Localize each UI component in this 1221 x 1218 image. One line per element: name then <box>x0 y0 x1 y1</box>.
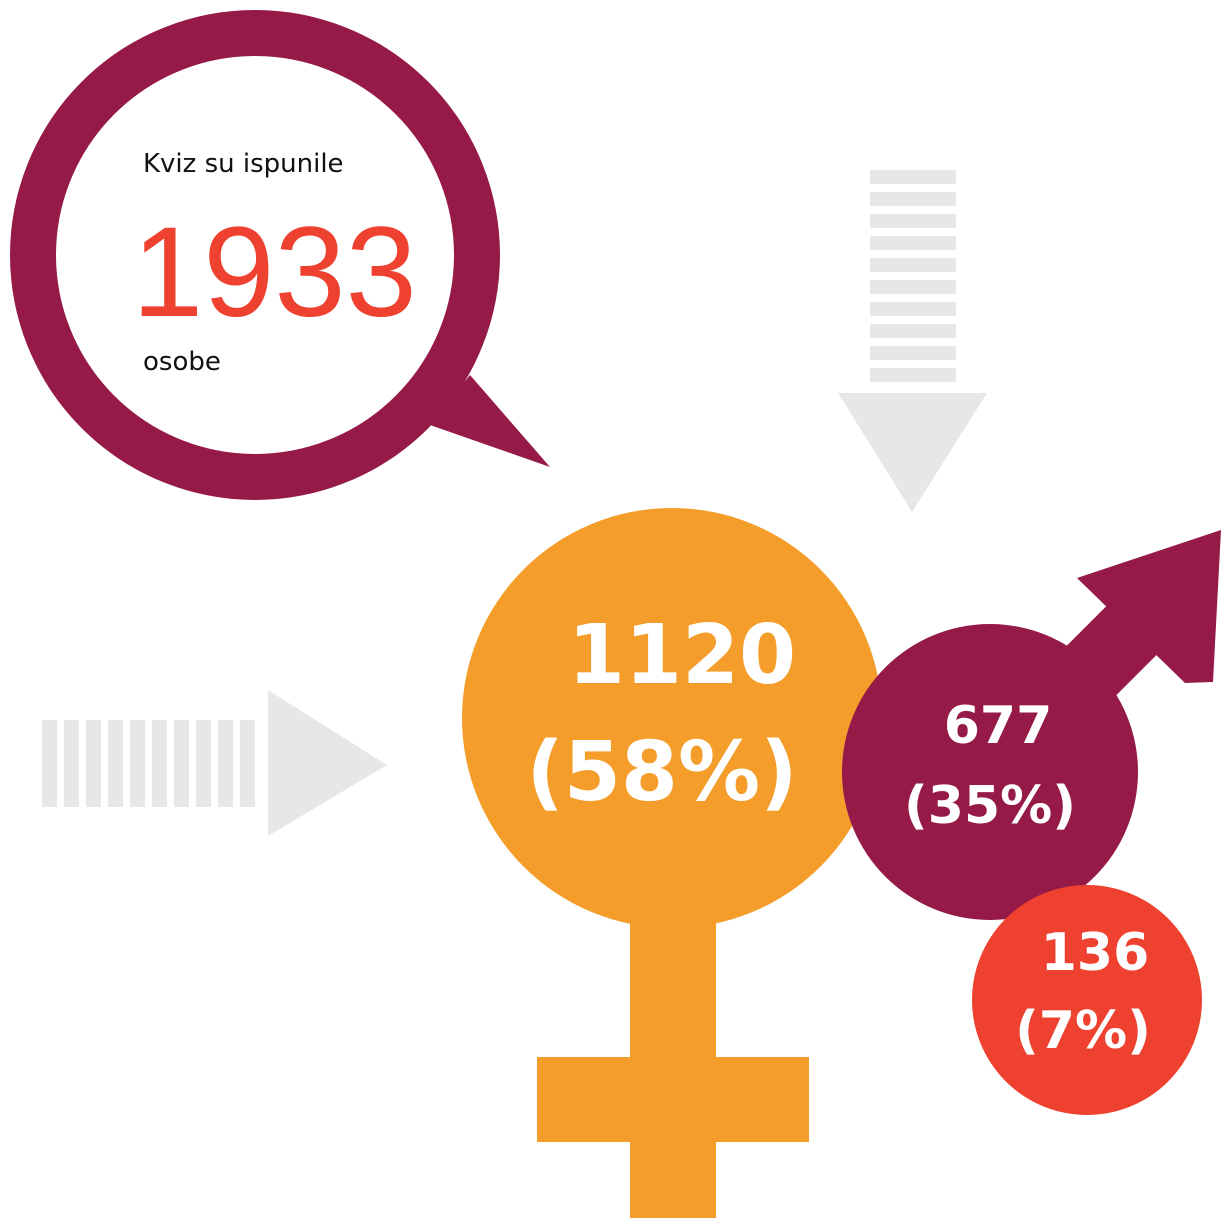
female-percent: (58%) <box>526 725 797 820</box>
arrow-stripe <box>218 720 233 807</box>
down-arrow <box>870 170 956 382</box>
down-arrow-head <box>838 393 987 512</box>
arrow-stripe <box>870 302 956 316</box>
total-number: 1933 <box>132 201 417 344</box>
bubble-tail <box>430 375 550 467</box>
arrow-stripe <box>240 720 255 807</box>
arrow-stripe <box>196 720 211 807</box>
arrow-stripe <box>152 720 167 807</box>
female-circle <box>462 508 882 928</box>
female-symbol <box>462 508 882 1218</box>
arrow-stripe <box>870 280 956 294</box>
other-percent: (7%) <box>1015 1001 1151 1061</box>
male-circle <box>842 624 1138 920</box>
arrow-stripe <box>870 258 956 272</box>
male-count: 677 <box>944 696 1053 756</box>
arrow-stripe <box>870 324 956 338</box>
male-symbol <box>842 530 1221 920</box>
bubble-ring <box>10 10 500 500</box>
other-count: 136 <box>1041 923 1150 983</box>
intro-text: Kviz su ispunile <box>143 149 344 179</box>
arrow-stripe <box>870 236 956 250</box>
male-arrow-head <box>1077 530 1221 683</box>
female-count: 1120 <box>568 608 796 703</box>
arrow-stripe <box>870 170 956 184</box>
arrow-stripe <box>108 720 123 807</box>
male-percent: (35%) <box>904 776 1076 836</box>
other-circle <box>972 885 1202 1115</box>
arrow-stripe <box>870 346 956 360</box>
unit-text: osobe <box>143 347 221 377</box>
arrow-stripe <box>130 720 145 807</box>
female-crossbar <box>537 1057 809 1142</box>
female-stem <box>630 880 716 1218</box>
arrow-stripe <box>64 720 79 807</box>
arrow-stripe <box>86 720 101 807</box>
arrow-stripe <box>174 720 189 807</box>
right-arrow-head <box>268 690 387 836</box>
speech-bubble <box>10 10 550 500</box>
right-arrow <box>42 720 255 807</box>
arrow-stripe <box>870 214 956 228</box>
arrow-stripe <box>870 368 956 382</box>
arrow-stripe <box>870 192 956 206</box>
arrow-stripe <box>42 720 57 807</box>
